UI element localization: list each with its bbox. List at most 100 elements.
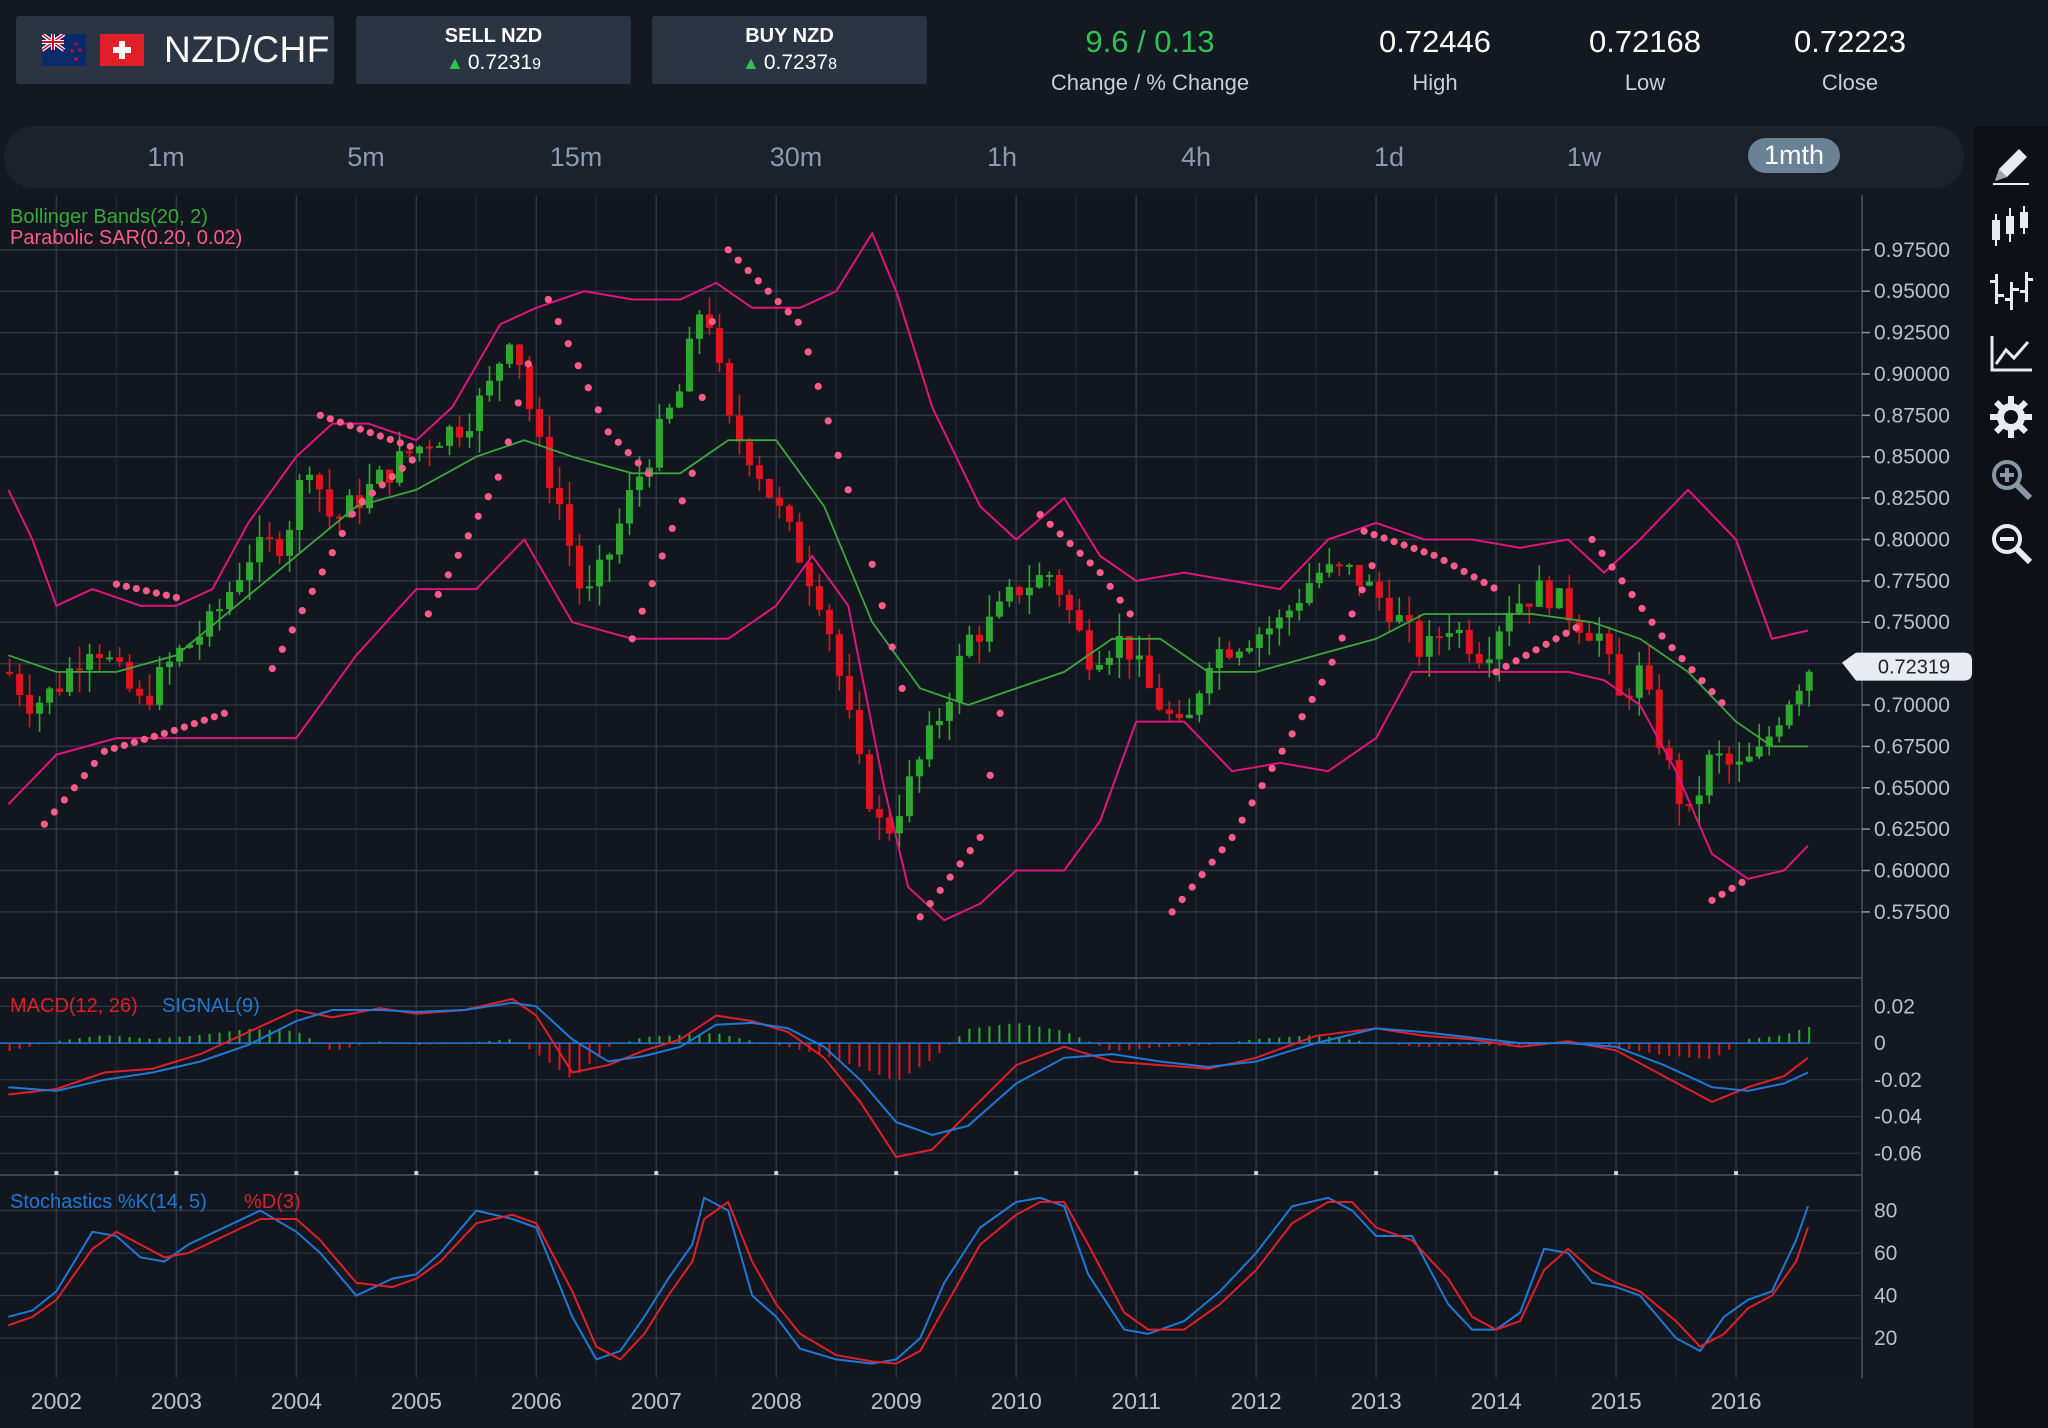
tab-4h[interactable]: 4h [1180,142,1212,172]
candle-body [1605,633,1613,655]
panel-marker [774,1171,779,1175]
settings-gear-icon[interactable] [1984,390,2038,444]
candle-body [595,559,603,587]
sar-dot [554,317,562,326]
sar-dot [1106,582,1114,590]
candle-body [156,667,164,705]
tab-1h[interactable]: 1h [986,142,1018,172]
price-tick-label: 0.60000 [1874,860,1950,883]
candle-body [695,314,703,339]
candle-body [515,344,523,365]
sar-dot [1588,535,1596,544]
sar-dot [376,432,384,440]
sar-dot [1338,634,1346,642]
panel-marker [1734,1171,1739,1175]
candle-body [1495,631,1503,660]
pencil-icon[interactable] [1984,138,2038,192]
high-label: High [1412,70,1458,95]
candle-body [1725,753,1733,765]
signal-line [8,1001,1809,1136]
sar-dot [326,415,334,423]
macd-tick-label: 0.02 [1874,995,1915,1018]
candle-body [166,661,174,668]
candle-body [975,634,983,642]
sar-dot [668,524,676,533]
chart-area[interactable]: 0.97500 0.95000 0.92500 0.90000 0.87500 0.850… [0,195,1974,1428]
tab-30m[interactable]: 30m [769,142,823,172]
sar-dot [1648,618,1656,626]
candle-body [266,536,274,539]
macd-tick-label: -0.02 [1874,1069,1922,1092]
sar-dot [1328,658,1336,666]
tab-1d[interactable]: 1d [1373,142,1405,172]
panel-marker [1254,1171,1259,1175]
price-axis: 0.97500 0.95000 0.92500 0.90000 0.87500 0.850… [1862,239,1950,924]
candle-body [575,545,583,589]
tab-1w[interactable]: 1w [1566,142,1602,172]
year-tick-label: 2016 [1710,1388,1761,1414]
candle-body [1765,736,1773,747]
sar-dot [1228,833,1236,842]
tab-1mth[interactable]: 1mth [1747,138,1841,173]
panel-marker [294,1171,299,1175]
sar-dot [1348,610,1356,618]
candle-body [456,426,464,438]
candle-body [1165,709,1173,714]
sar-dot [1718,699,1726,707]
sar-dot [180,723,188,731]
candle-body [1535,580,1543,607]
sar-dot [120,741,128,749]
candle-body [1275,617,1283,629]
stochastics-k-line [8,1196,1809,1365]
ch-flag-icon [100,34,144,66]
panel-marker [1494,1171,1499,1175]
candle-body [1365,581,1373,586]
candle-body [775,497,783,506]
ohlc-bars-icon[interactable] [1984,264,2038,318]
sell-button[interactable]: SELL NZD ▲ 0.72319 [356,16,631,84]
sar-dot [698,393,706,402]
candle-body [226,592,234,610]
sar-dot [678,497,686,505]
sar-dot [464,532,472,540]
bollinger-lower-line [7,537,1809,922]
price-tick-label: 0.85000 [1874,446,1950,469]
sar-dot [604,428,612,436]
sar-dot [1380,534,1388,542]
sar-dot [338,529,346,538]
candle-body [1515,603,1523,613]
zoom-in-icon[interactable] [1984,452,2038,506]
tab-5m[interactable]: 5m [347,142,385,172]
sar-dot [574,362,582,370]
year-tick-label: 2005 [391,1388,442,1414]
current-price-label: 0.72319 [1878,657,1950,679]
candle-body [1385,597,1393,622]
buy-button[interactable]: BUY NZD ▲ 0.72378 [652,16,927,84]
candle-body [1025,587,1033,596]
candle-body [1525,603,1533,607]
sar-dot [388,472,396,481]
price-tick-label: 0.65000 [1874,777,1950,800]
line-chart-icon[interactable] [1984,326,2038,380]
zoom-out-icon[interactable] [1984,516,2038,570]
candlestick-series [6,297,1813,848]
candle-body [945,701,953,721]
sar-dot [474,512,482,520]
candle-body [1745,756,1753,762]
sar-dot [868,560,876,568]
pair-selector[interactable]: NZD/CHF [16,16,334,84]
candle-body [625,490,633,524]
tab-15m[interactable]: 15m [549,142,603,172]
tab-1m[interactable]: 1m [147,142,185,172]
stochastics-axis: 80 60 40 20 [1874,1200,1897,1351]
sar-dot [1208,858,1216,866]
candlestick-icon[interactable] [1984,200,2038,254]
year-tick-label: 2009 [871,1388,922,1414]
panel-marker [894,1171,899,1175]
sar-dot [524,360,532,368]
sar-dot [1116,596,1124,604]
stochastics-d-line [8,1200,1809,1365]
candle-body [555,487,563,505]
sar-dot [1238,816,1246,824]
candle-body [1245,647,1253,652]
